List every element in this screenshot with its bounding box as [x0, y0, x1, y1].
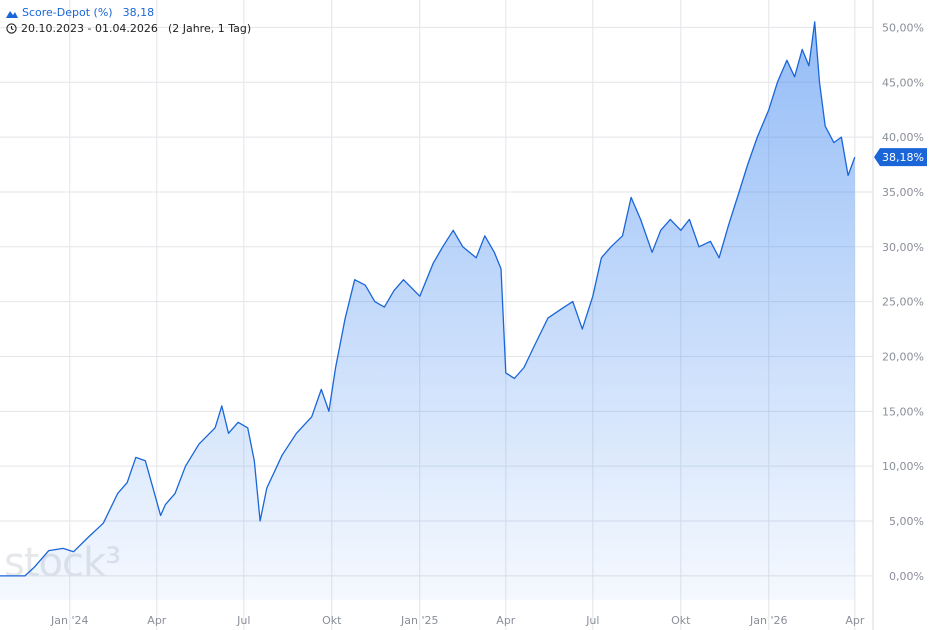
- last-value-badge: 38,18%: [874, 148, 927, 167]
- x-tick-label: Okt: [671, 614, 691, 627]
- y-tick-label: 10,00%: [882, 460, 924, 473]
- y-tick-label: 20,00%: [882, 350, 924, 363]
- series-value: 38,18: [122, 6, 155, 19]
- y-tick-label: 45,00%: [882, 76, 924, 89]
- x-tick-label: Okt: [322, 614, 342, 627]
- y-tick-label: 50,00%: [882, 21, 924, 34]
- x-axis: Jan '24 Apr Jul Okt Jan '25 Apr Jul Okt Jan '26 A…: [50, 614, 865, 627]
- last-value-badge-bg: [874, 148, 927, 167]
- x-tick-label: Jul: [236, 614, 250, 627]
- date-range-text: 20.10.2023 - 01.04.2026: [21, 22, 158, 35]
- date-range: 20.10.2023 - 01.04.2026 (2 Jahre, 1 Tag): [6, 22, 251, 35]
- last-value-label: 38,18%: [882, 151, 924, 164]
- series-line: [0, 21, 856, 577]
- y-tick-label: 15,00%: [882, 405, 924, 418]
- y-tick-label: 5,00%: [889, 515, 924, 528]
- x-tick-label: Jan '25: [400, 614, 438, 627]
- series-legend[interactable]: Score-Depot (%) 38,18: [6, 6, 154, 19]
- x-tick-label: Apr: [147, 614, 167, 627]
- x-tick-label: Apr: [496, 614, 516, 627]
- mountain-chart-icon: [6, 10, 18, 18]
- x-tick-label: Jul: [585, 614, 599, 627]
- y-axis: 0,00% 5,00% 10,00% 15,00% 20,00% 25,00% 30,00%…: [882, 21, 924, 582]
- x-tick-label: Jan '24: [50, 614, 88, 627]
- series-name: Score-Depot (%): [22, 6, 113, 19]
- y-tick-label: 0,00%: [889, 570, 924, 583]
- area-fill: [0, 21, 855, 600]
- y-tick-label: 35,00%: [882, 186, 924, 199]
- y-tick-label: 40,00%: [882, 131, 924, 144]
- date-range-duration: (2 Jahre, 1 Tag): [167, 22, 252, 35]
- x-tick-label: Jan '26: [749, 614, 787, 627]
- y-tick-label: 25,00%: [882, 296, 924, 309]
- x-tick-label: Apr: [845, 614, 865, 627]
- area-series: [0, 21, 856, 600]
- clock-icon: [6, 23, 17, 34]
- y-tick-label: 30,00%: [882, 241, 924, 254]
